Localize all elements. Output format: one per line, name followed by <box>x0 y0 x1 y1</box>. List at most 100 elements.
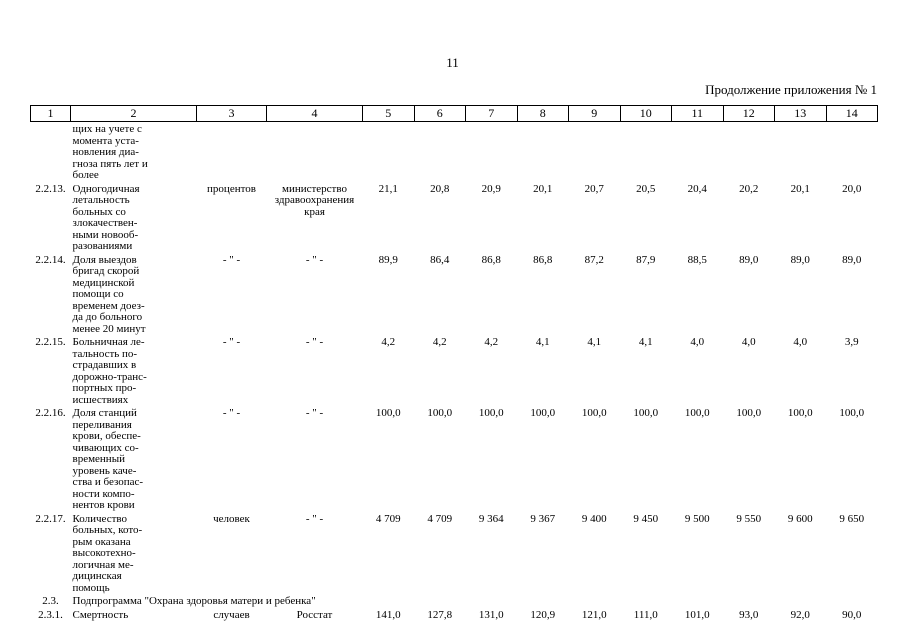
value-cell: 4 709 <box>375 512 401 525</box>
responsible-cell: Росстат <box>296 608 333 621</box>
indicator-name: Доля выездов бригад скорой медицинской п… <box>72 253 146 335</box>
value-cell: 89,9 <box>378 253 398 266</box>
value-cell: 3,9 <box>844 336 859 348</box>
column-number-header: 13 <box>774 105 827 122</box>
value-cell: 90,0 <box>842 608 862 621</box>
column-number-header: 11 <box>671 105 724 122</box>
table-row: 2.2.16. Доля станций переливания крови, … <box>31 406 878 512</box>
value-cell: 9 450 <box>633 512 659 525</box>
indicators-table: 1 2 3 4 5 6 7 8 9 10 11 12 13 14 щих на … <box>30 105 878 621</box>
value-cell: 86,8 <box>481 253 501 266</box>
value-cell: 86,4 <box>430 253 450 266</box>
value-cell <box>775 122 827 182</box>
value-cell: 20,7 <box>584 182 604 195</box>
value-cell: 100,0 <box>530 407 556 419</box>
value-cell <box>569 122 621 182</box>
value-cell: 89,0 <box>739 253 759 266</box>
value-cell: 100,0 <box>427 407 453 419</box>
value-cell: 87,9 <box>636 253 656 266</box>
value-cell: 100,0 <box>684 407 710 419</box>
value-cell: 100,0 <box>787 407 813 419</box>
value-cell: 127,8 <box>427 608 453 621</box>
value-cell: 121,0 <box>581 608 607 621</box>
table-row: 2.2.14. Доля выездов бригад скорой медиц… <box>31 253 878 336</box>
column-number-row: 1 2 3 4 5 6 7 8 9 10 11 12 13 14 <box>30 105 878 122</box>
row-number: 2.2.14. <box>35 253 66 266</box>
value-cell: 4,0 <box>741 336 756 348</box>
unit-cell: случаев <box>213 608 250 621</box>
row-number <box>31 122 71 182</box>
value-cell: 100,0 <box>375 407 401 419</box>
responsible-cell: министерство здравоохранения края <box>274 182 355 218</box>
column-number-header: 10 <box>619 105 672 122</box>
value-cell: 100,0 <box>633 407 659 419</box>
appendix-continuation-label: Продолжение приложения № 1 <box>705 82 877 97</box>
indicator-name: Количество больных, кото- рым оказана вы… <box>72 512 143 594</box>
unit-cell: человек <box>213 512 250 525</box>
value-cell: 131,0 <box>478 608 504 621</box>
column-number-header: 12 <box>722 105 775 122</box>
subprogram-title: Подпрограмма "Охрана здоровья матери и р… <box>72 595 316 607</box>
indicator-name: Доля станций переливания крови, обеспе- … <box>72 407 144 511</box>
row-number: 2.2.15. <box>35 336 66 348</box>
value-cell: 9 600 <box>787 512 813 525</box>
column-number-header: 2 <box>70 105 197 122</box>
value-cell: 87,2 <box>584 253 604 266</box>
value-cell: 141,0 <box>375 608 401 621</box>
column-number-header: 4 <box>266 105 363 122</box>
unit-cell: - " - <box>222 336 241 348</box>
value-cell: 111,0 <box>633 608 658 621</box>
column-number-header: 8 <box>516 105 569 122</box>
responsible-cell: - " - <box>305 253 324 266</box>
value-cell <box>620 122 672 182</box>
column-number-header: 9 <box>568 105 621 122</box>
row-number: 2.3.1. <box>38 608 63 621</box>
value-cell: 4,2 <box>381 336 396 348</box>
table-row-subprogram: 2.3. Подпрограмма "Охрана здоровья матер… <box>31 594 878 608</box>
value-cell: 4,1 <box>587 336 602 348</box>
value-cell: 120,9 <box>530 608 556 621</box>
table-row: 2.2.15. Больничная ле- тальность по- стр… <box>31 335 878 406</box>
indicator-name: Смертность <box>72 608 129 621</box>
value-cell: 100,0 <box>478 407 504 419</box>
value-cell: 101,0 <box>684 608 710 621</box>
value-cell: 4,2 <box>432 336 447 348</box>
indicator-name: щих на учете с момента уста- новления ди… <box>72 123 148 181</box>
table-row: 2.2.17. Количество больных, кото- рым ок… <box>31 512 878 595</box>
value-cell: 88,5 <box>687 253 707 266</box>
value-cell: 20,1 <box>790 182 810 195</box>
value-cell <box>363 122 415 182</box>
value-cell: 4,0 <box>690 336 705 348</box>
value-cell: 9 500 <box>684 512 710 525</box>
value-cell: 9 364 <box>478 512 504 525</box>
value-cell: 20,9 <box>481 182 501 195</box>
value-cell: 4 709 <box>427 512 453 525</box>
value-cell: 100,0 <box>581 407 607 419</box>
row-number: 2.2.13. <box>35 182 66 195</box>
value-cell: 89,0 <box>842 253 862 266</box>
row-number: 2.2.17. <box>35 512 66 525</box>
value-cell: 20,0 <box>842 182 862 195</box>
value-cell: 9 650 <box>839 512 865 525</box>
value-cell: 4,1 <box>535 336 550 348</box>
value-cell: 9 550 <box>736 512 762 525</box>
value-cell <box>826 122 878 182</box>
value-cell: 100,0 <box>839 407 865 419</box>
value-cell: 100,0 <box>736 407 762 419</box>
indicator-name: Одногодичная летальность больных со злок… <box>72 182 140 252</box>
value-cell: 20,4 <box>687 182 707 195</box>
value-cell: 20,2 <box>739 182 759 195</box>
row-number: 2.2.16. <box>35 407 66 419</box>
value-cell: 89,0 <box>790 253 810 266</box>
value-cell: 9 367 <box>530 512 556 525</box>
value-cell <box>672 122 724 182</box>
value-cell: 86,8 <box>533 253 553 266</box>
value-cell: 4,0 <box>793 336 808 348</box>
unit-cell: процентов <box>207 182 256 195</box>
value-cell <box>517 122 569 182</box>
value-cell: 92,0 <box>790 608 810 621</box>
value-cell: 20,8 <box>430 182 450 195</box>
column-number-header: 14 <box>825 105 878 122</box>
value-cell <box>414 122 466 182</box>
